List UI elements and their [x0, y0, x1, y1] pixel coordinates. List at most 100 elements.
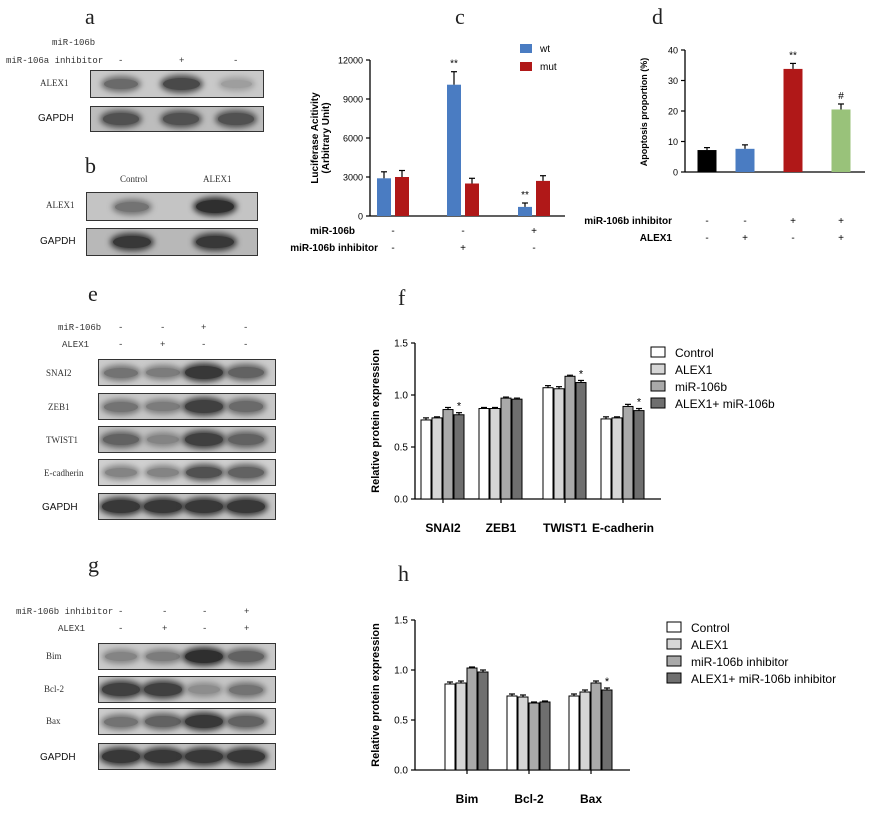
chart-h-legend-label: Control — [691, 621, 730, 635]
gapdh-band — [162, 113, 200, 125]
SNAI2-band — [228, 367, 264, 378]
chart-c-y-tick-label: 0 — [358, 212, 363, 222]
chart-d-condition-label: miR-106b inhibitor — [584, 216, 672, 227]
blot-strip-zeb1 — [98, 393, 276, 420]
chart-c-legend-label: wt — [539, 44, 550, 55]
chart-f-legend-swatch — [650, 397, 666, 409]
wb-g-sign: + — [244, 624, 250, 634]
Bim-band — [146, 651, 180, 662]
panel-label-g: g — [88, 552, 99, 577]
chart-c-y-tick-label: 6000 — [343, 134, 363, 144]
chart-f-bar — [622, 405, 634, 500]
chart-d-y-tick-label: 40 — [668, 46, 678, 56]
alex1-band — [115, 201, 149, 212]
chart-h-legend-swatch — [666, 621, 682, 633]
chart-f-bar — [478, 408, 490, 500]
wb-g-lane-label: Bim — [46, 651, 62, 661]
GAPDH-band — [143, 750, 183, 763]
gapdh-band — [102, 113, 140, 125]
chart-c-y-tick-label: 9000 — [343, 95, 363, 105]
chart-d-condition-sign: - — [743, 216, 746, 227]
chart-f-legend-label: Control — [675, 346, 714, 360]
SNAI2-band — [104, 367, 138, 378]
GAPDH-band — [226, 500, 266, 513]
chart-h-bar — [528, 702, 540, 771]
chart-h-bar — [590, 682, 602, 771]
blot-strip-gapdh — [86, 228, 258, 256]
chart-d-annotation: # — [838, 91, 844, 102]
TWIST1-band — [185, 433, 223, 446]
wb-a-sign: - — [118, 56, 124, 66]
chart-f-y-tick-label: 0.0 — [394, 495, 408, 506]
chart-h-bar — [579, 691, 591, 771]
blot-strip-bax — [98, 708, 276, 735]
chart-f-bar — [633, 410, 645, 500]
wb-b-lane-label: ALEX1 — [46, 200, 75, 210]
wb-e-row2-label: ALEX1 — [62, 340, 90, 350]
ZEB1-band — [185, 400, 223, 413]
chart-f-annotation: * — [579, 368, 584, 380]
chart-f-bar — [511, 398, 523, 500]
wb-a-lane-label: ALEX1 — [40, 78, 69, 88]
wb-e-sign: - — [201, 340, 207, 350]
ZEB1-band — [228, 401, 264, 412]
alex1-band — [162, 78, 200, 90]
panel-label-e: e — [88, 281, 98, 306]
chart-d-condition-sign: + — [838, 233, 844, 244]
chart-d-y-tick-label: 0 — [673, 168, 678, 178]
alex1-band — [195, 199, 235, 214]
wb-a-lane-label: GAPDH — [38, 113, 74, 124]
chart-h-legend-swatch — [666, 672, 682, 684]
Bcl-2-band — [144, 683, 182, 696]
chart-h-bar — [506, 695, 518, 771]
chart-f-bar — [553, 388, 565, 500]
chart-d-y-tick-label: 20 — [668, 107, 678, 117]
wb-b-col-label: Control — [120, 174, 148, 184]
wb-b-col-label: ALEX1 — [203, 174, 232, 184]
wb-e-lane-label: TWIST1 — [46, 435, 78, 445]
Bax-band — [228, 716, 264, 727]
chart-h-apoptosis-markers: Relative protein expression 0.0 0.5 1.0 1.5 B… — [370, 616, 836, 807]
blot-strip-snai2 — [98, 359, 276, 386]
panel-label-f: f — [398, 285, 406, 310]
chart-h-y-axis-label-line: Relative protein expression — [370, 623, 382, 767]
wb-g-lane-label: GAPDH — [40, 752, 76, 763]
chart-f-y-tick-label: 0.5 — [394, 443, 408, 454]
wb-e-lane-label: ZEB1 — [48, 402, 70, 412]
chart-c-bar — [377, 178, 391, 216]
chart-h-bar — [444, 683, 456, 771]
chart-f-annotation: * — [457, 401, 462, 413]
wb-e-row1-label: miR-106b — [58, 323, 102, 333]
chart-f-bar — [442, 409, 454, 500]
wb-g-sign: - — [202, 624, 208, 634]
Bcl-2-band — [229, 684, 263, 695]
chart-d-bar — [697, 150, 717, 172]
E-cadherin-band — [185, 466, 223, 479]
chart-c-condition-sign: + — [531, 226, 537, 237]
chart-h-bar — [477, 671, 489, 771]
chart-h-legend-label: ALEX1+ miR-106b inhibitor — [691, 672, 836, 686]
chart-f-bar — [500, 397, 512, 500]
chart-c-y-tick-label: 3000 — [343, 173, 363, 183]
chart-f-bar — [575, 382, 587, 500]
wb-a-sign: - — [233, 56, 239, 66]
chart-d-condition-sign: - — [705, 233, 708, 244]
chart-c-condition-label: miR-106b — [310, 226, 355, 237]
chart-f-emt-markers: Relative protein expression 0.0 0.5 1.0 1.5 S… — [370, 339, 775, 536]
wb-g-sign: - — [118, 624, 124, 634]
chart-d-condition-sign: + — [838, 216, 844, 227]
wb-a-row1-label: miR-106b — [52, 38, 96, 48]
panel-label-h: h — [398, 561, 409, 586]
chart-c-annotation: ** — [521, 190, 529, 201]
blot-strip-bim — [98, 643, 276, 670]
GAPDH-band — [226, 750, 266, 763]
chart-c-condition-sign: - — [391, 243, 394, 254]
chart-f-y-tick-label: 1.0 — [394, 391, 408, 402]
wb-e-lane-label: E-cadherin — [44, 468, 84, 478]
chart-d-condition-sign: - — [791, 233, 794, 244]
chart-h-bar — [568, 695, 580, 771]
chart-f-bar — [600, 418, 612, 500]
chart-c-bar — [518, 206, 532, 216]
chart-h-x-tick-label: Bax — [580, 792, 602, 806]
chart-c-condition-sign: + — [460, 243, 466, 254]
